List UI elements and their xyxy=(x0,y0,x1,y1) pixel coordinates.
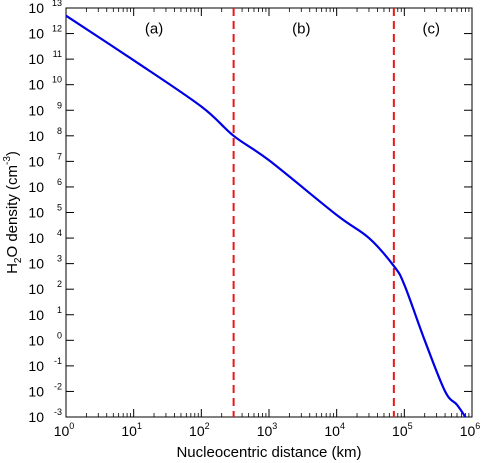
region-label: (c) xyxy=(423,21,441,38)
x-tick-label: 104 xyxy=(324,421,345,439)
y-tick-label: 10 12 xyxy=(28,24,62,42)
y-tick-label: 10 4 xyxy=(28,228,62,246)
y-tick-label: 10 10 xyxy=(28,75,62,93)
y-tick-label: 10 1 xyxy=(28,305,62,323)
y-tick-label: 10 0 xyxy=(28,330,62,348)
y-tick-label: 10 2 xyxy=(28,279,62,297)
y-tick-label: 10 13 xyxy=(28,0,62,16)
y-tick-label: 10 6 xyxy=(28,177,62,195)
density-curve xyxy=(65,14,467,418)
y-tick-label: 10 8 xyxy=(28,126,62,144)
x-tick-label: 102 xyxy=(189,421,210,439)
y-tick-label: 10 5 xyxy=(28,203,62,221)
x-tick-label: 100 xyxy=(54,421,75,439)
region-label: (a) xyxy=(145,21,163,38)
y-tick-label: 10 11 xyxy=(28,49,62,67)
region-label: (b) xyxy=(292,21,310,38)
y-tick-label: 10 9 xyxy=(28,100,62,118)
y-tick-label: 10 3 xyxy=(28,254,62,272)
x-tick-label: 103 xyxy=(257,421,278,439)
x-tick-label: 101 xyxy=(121,421,142,439)
y-tick-label: 10 -2 xyxy=(28,381,62,399)
y-tick-label: 10 7 xyxy=(28,151,62,169)
minor-ticks xyxy=(85,8,470,417)
x-axis-title: Nucleocentric distance (km) xyxy=(176,444,361,461)
plot-frame xyxy=(65,7,473,418)
x-tick-label: 105 xyxy=(392,421,413,439)
x-tick-label: 106 xyxy=(460,421,481,439)
y-axis-title: H2O density (cm-3) xyxy=(2,151,24,274)
y-tick-label: 10 -1 xyxy=(28,356,62,374)
y-tick-label: 10 -3 xyxy=(28,407,62,425)
